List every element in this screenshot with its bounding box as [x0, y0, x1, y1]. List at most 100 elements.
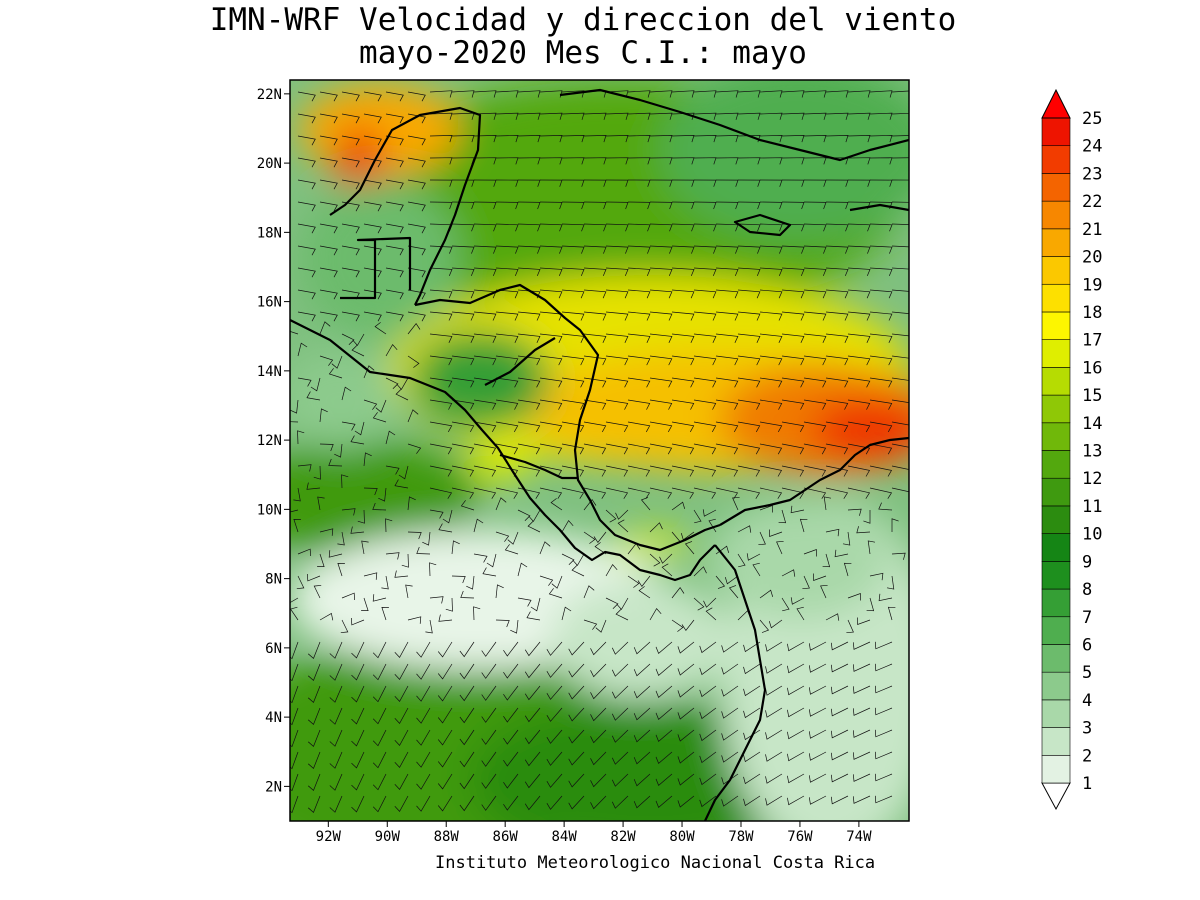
- wind-barb: [830, 641, 849, 651]
- wind-barb: [385, 113, 404, 124]
- wind-barb: [561, 112, 585, 120]
- wind-barb: [561, 201, 585, 210]
- wind-barb: [385, 311, 404, 322]
- wind-barb: [539, 112, 563, 120]
- wind-barb: [297, 430, 305, 445]
- colorbar-label: 1: [1082, 774, 1092, 794]
- wind-barb: [429, 443, 453, 455]
- colorbar-swatch: [1041, 505, 1071, 534]
- colorbar-label: 5: [1082, 663, 1092, 683]
- wind-barb: [781, 487, 805, 499]
- wind-barb: [759, 443, 783, 455]
- wind-barb: [437, 773, 453, 790]
- wind-barb: [847, 465, 871, 477]
- wind-barb: [517, 443, 541, 455]
- wind-barb: [396, 377, 409, 390]
- wind-barb: [517, 223, 541, 232]
- wind-barb: [847, 443, 871, 455]
- wind-barb: [671, 112, 695, 120]
- wind-barb: [407, 409, 419, 423]
- wind-barb: [627, 487, 651, 499]
- wind-barb: [524, 795, 541, 811]
- wind-barb: [451, 90, 475, 98]
- wind-barb: [825, 355, 849, 366]
- wind-barb: [394, 641, 409, 658]
- wind-barb: [847, 377, 871, 388]
- wind-barb: [594, 542, 607, 555]
- wind-barb: [825, 311, 849, 321]
- wind-barb: [699, 751, 717, 764]
- wind-barb: [671, 223, 695, 232]
- wind-barb: [627, 112, 651, 120]
- central-america-coast: [290, 319, 716, 582]
- wind-barb: [847, 112, 871, 120]
- wind-barb: [808, 729, 827, 739]
- wind-barb: [715, 355, 739, 366]
- wind-barb: [394, 685, 409, 702]
- wind-barb: [466, 575, 475, 590]
- wind-barb: [808, 641, 827, 651]
- wind-barb: [724, 575, 739, 585]
- colorbar-swatch: [1041, 339, 1071, 368]
- wind-barb: [649, 553, 661, 567]
- wind-barb: [437, 663, 453, 680]
- wind-barb: [759, 377, 783, 388]
- wind-barb: [429, 267, 453, 277]
- wind-barb: [546, 707, 563, 722]
- wind-barb: [781, 289, 805, 299]
- wind-barb: [437, 729, 453, 746]
- wind-barb: [787, 663, 805, 674]
- wind-barb: [627, 135, 651, 143]
- lon-tick-label: 82W: [610, 829, 636, 845]
- wind-barb: [561, 465, 585, 477]
- wind-barb: [437, 707, 453, 724]
- wind-barb: [319, 355, 334, 366]
- wind-barb: [350, 435, 365, 445]
- wind-barb: [451, 311, 475, 321]
- wind-barb: [290, 509, 299, 513]
- wind-barb: [803, 377, 827, 388]
- wind-barb: [297, 464, 312, 472]
- wind-barb: [351, 751, 365, 769]
- wind-barb: [473, 90, 497, 98]
- wind-barb: [830, 751, 849, 761]
- wind-barb: [429, 135, 453, 143]
- wind-barb: [627, 377, 651, 388]
- wind-barb: [649, 333, 673, 343]
- wind-barb: [869, 245, 893, 254]
- plot-frame: [289, 79, 910, 822]
- wind-barb: [759, 223, 783, 232]
- wind-barb: [856, 526, 871, 534]
- wind-barb: [495, 421, 519, 433]
- wind-barb: [633, 729, 651, 743]
- wind-barb: [627, 90, 651, 98]
- lat-tick-label: 4N: [265, 710, 282, 726]
- wind-barb: [495, 112, 519, 120]
- wind-barb: [796, 606, 805, 621]
- wind-barb: [693, 311, 717, 321]
- wind-barb: [737, 311, 761, 321]
- wind-barb: [429, 509, 444, 519]
- wind-barb: [561, 421, 585, 433]
- wind-barb: [561, 311, 585, 321]
- wind-barb: [416, 641, 431, 658]
- wind-barb: [759, 90, 783, 98]
- wind-barb: [341, 474, 349, 489]
- wind-barb: [637, 575, 651, 587]
- wind-barb: [671, 135, 695, 143]
- wind-barb: [429, 112, 453, 120]
- wind-barb: [891, 201, 909, 203]
- wind-barb: [743, 795, 761, 807]
- wind-barb: [803, 90, 827, 98]
- wind-barb: [693, 90, 717, 98]
- wind-barb: [627, 333, 651, 343]
- wind-barb: [319, 245, 338, 256]
- wind-barb: [481, 685, 497, 701]
- wind-barb: [459, 795, 475, 812]
- wind-barb: [561, 245, 585, 254]
- wind-barb: [605, 597, 619, 609]
- wind-barb: [416, 663, 431, 680]
- wind-barb: [524, 685, 541, 701]
- colorbar-label: 6: [1082, 635, 1092, 655]
- wind-barb: [363, 245, 382, 256]
